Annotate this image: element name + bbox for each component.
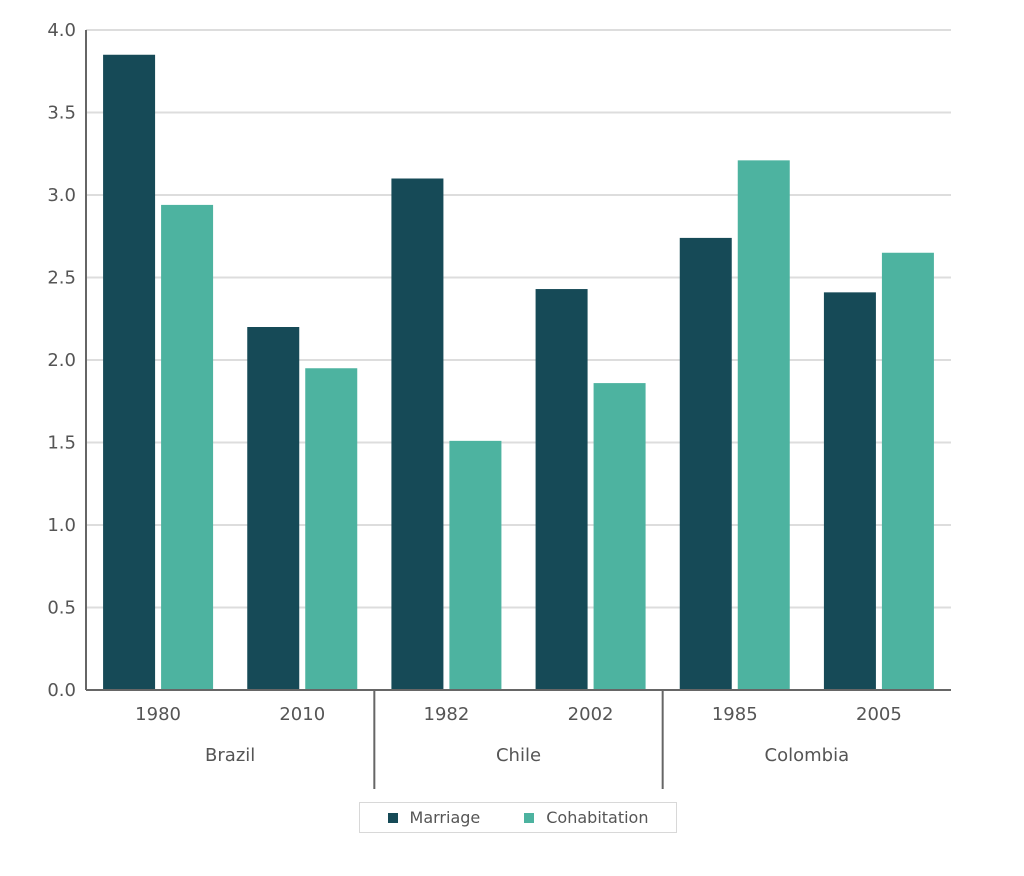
bar-cohabitation-2002 <box>593 383 646 690</box>
legend: Marriage Cohabitation <box>359 802 677 833</box>
y-tick-label: 3.0 <box>47 185 76 206</box>
y-tick-label: 3.5 <box>47 103 76 124</box>
legend-item-marriage: Marriage <box>387 808 481 827</box>
group-label: Chile <box>496 745 541 766</box>
bar-marriage-2005 <box>823 292 876 690</box>
x-tick-label: 2010 <box>279 704 325 725</box>
bar-marriage-1980 <box>103 54 156 690</box>
bar-marriage-2010 <box>247 327 300 690</box>
bar-cohabitation-1985 <box>737 160 790 691</box>
group-label: Brazil <box>205 745 255 766</box>
x-tick-label: 1985 <box>712 704 758 725</box>
y-tick-label: 0.5 <box>47 598 76 619</box>
x-tick-label: 1982 <box>424 704 470 725</box>
x-tick-label: 2002 <box>568 704 614 725</box>
bar-cohabitation-2010 <box>305 368 358 690</box>
y-tick-label: 1.0 <box>47 515 76 536</box>
chart: 0.0 0.5 1.0 1.5 2.0 2.5 3.0 3.5 4.0 1980 2010 1982 2… <box>47 20 951 789</box>
y-tick-label: 2.0 <box>47 350 76 371</box>
y-tick-label: 4.0 <box>47 20 76 41</box>
bar-cohabitation-2005 <box>881 252 934 690</box>
bar-cohabitation-1982 <box>449 440 502 690</box>
bar-marriage-2002 <box>535 289 588 690</box>
legend-label-marriage: Marriage <box>409 808 481 827</box>
bar-cohabitation-1980 <box>161 204 214 690</box>
y-tick-label: 0.0 <box>47 680 76 701</box>
x-tick-label: 2005 <box>856 704 902 725</box>
legend-item-cohabitation: Cohabitation <box>524 808 648 827</box>
y-tick-label: 1.5 <box>47 433 76 454</box>
legend-swatch-cohabitation <box>524 812 535 823</box>
bar-marriage-1982 <box>391 178 444 690</box>
y-tick-label: 2.5 <box>47 268 76 289</box>
legend-label-cohabitation: Cohabitation <box>546 808 649 827</box>
x-tick-label: 1980 <box>135 704 181 725</box>
group-label: Colombia <box>765 745 850 766</box>
legend-swatch-marriage <box>387 812 398 823</box>
bar-marriage-1985 <box>679 237 732 690</box>
